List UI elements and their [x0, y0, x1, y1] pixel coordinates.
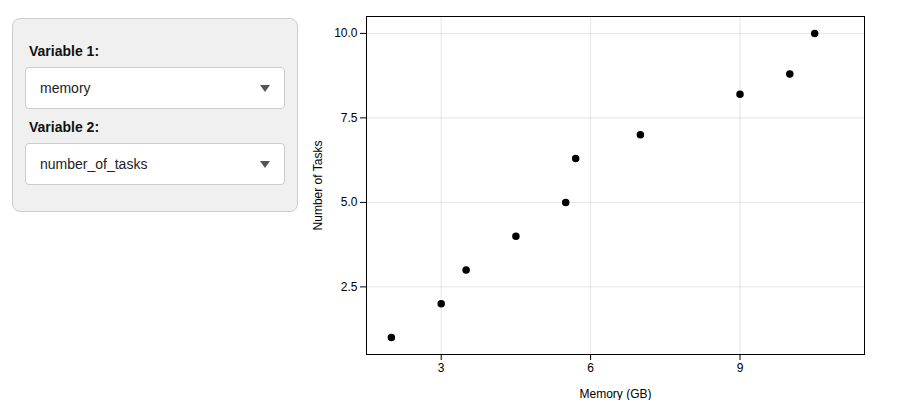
- svg-text:7.5: 7.5: [341, 111, 358, 125]
- svg-text:Memory (GB): Memory (GB): [580, 387, 652, 401]
- svg-text:Number of Tasks: Number of Tasks: [311, 141, 325, 231]
- html-text:memory: memory: [40, 80, 91, 96]
- svg-text:2.5: 2.5: [341, 280, 358, 294]
- html-text:Variable 1:: Variable 1:: [29, 43, 99, 59]
- svg-text:10.0: 10.0: [334, 26, 358, 40]
- svg-text:3: 3: [438, 361, 445, 375]
- html-text:Variable 2:: Variable 2:: [29, 119, 99, 135]
- svg-text:9: 9: [737, 361, 744, 375]
- svg-text:5.0: 5.0: [341, 195, 358, 209]
- html-text:number_of_tasks: number_of_tasks: [40, 156, 148, 172]
- svg-text:6: 6: [587, 361, 594, 375]
